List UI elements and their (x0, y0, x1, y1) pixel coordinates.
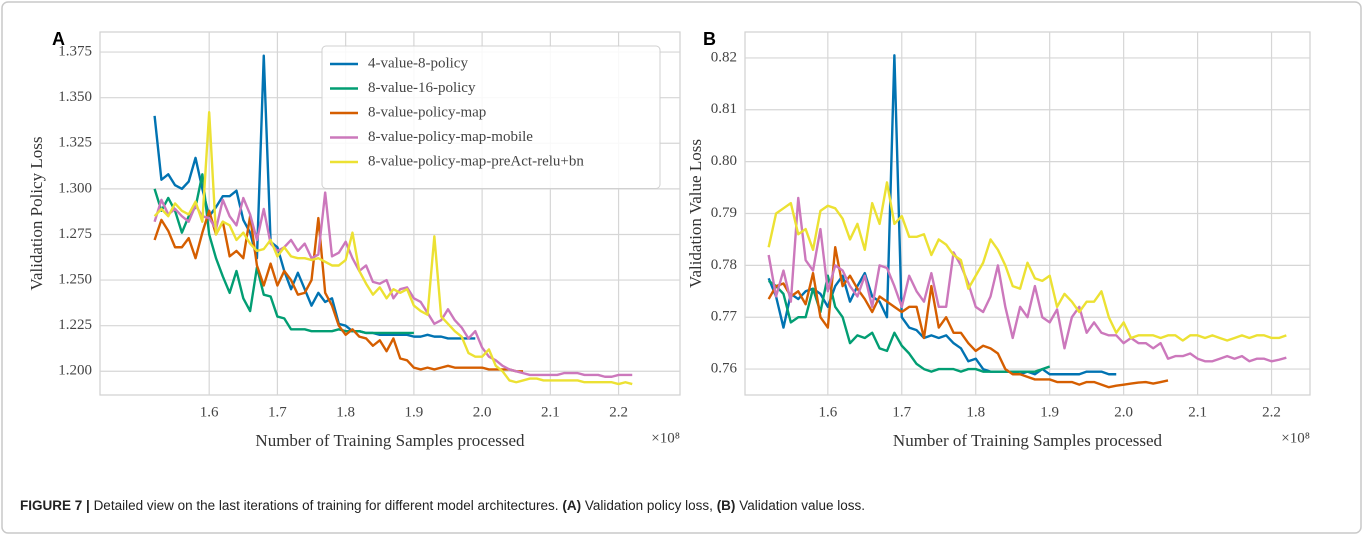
legend-label: 8-value-policy-map-preAct-relu+bn (368, 153, 584, 169)
legend-label: 8-value-policy-map (368, 104, 486, 120)
x-tick-label: 1.7 (892, 404, 911, 420)
caption: FIGURE 7 | Detailed view on the last ite… (20, 498, 865, 513)
y-tick-label: 1.250 (58, 272, 92, 288)
panel-label: B (703, 29, 716, 49)
caption-text: Detailed view on the last iterations of … (94, 498, 559, 513)
y-tick-label: 1.275 (58, 226, 92, 242)
y-tick-label: 1.200 (58, 363, 92, 379)
x-tick-label: 2.0 (1114, 404, 1133, 420)
y-tick-label: 1.375 (58, 44, 92, 60)
x-tick-label: 2.2 (1262, 404, 1281, 420)
legend-label: 4-value-8-policy (368, 55, 468, 71)
y-tick-label: 0.79 (711, 205, 737, 221)
legend-box (321, 45, 661, 189)
caption-ref: (B) (717, 498, 736, 513)
series-line (153, 191, 633, 378)
caption-ref: (A) (562, 498, 581, 513)
caption-text: Validation policy loss, (585, 498, 713, 513)
series-line (767, 181, 1287, 342)
x-tick-label: 1.7 (268, 404, 287, 420)
y-tick-label: 0.77 (711, 309, 738, 325)
y-tick-label: 0.80 (711, 153, 737, 169)
x-tick-label: 1.6 (200, 404, 219, 420)
series-line (153, 111, 633, 386)
caption-label: FIGURE 7 | (20, 498, 90, 513)
y-tick-label: 0.78 (711, 257, 737, 273)
x-tick-label: 1.8 (336, 404, 355, 420)
series-line (767, 54, 1117, 376)
x-axis-label: Number of Training Samples processed (893, 431, 1163, 450)
series-line (153, 173, 414, 335)
x-tick-label: 2.1 (1188, 404, 1207, 420)
x-tick-label: 1.6 (818, 404, 837, 420)
y-axis-label: Validation Value Loss (686, 139, 705, 288)
caption-text: Validation value loss. (739, 498, 865, 513)
x-tick-label: 1.9 (405, 404, 424, 420)
y-tick-label: 1.325 (58, 135, 92, 151)
y-axis-label: Validation Policy Loss (27, 137, 46, 291)
legend-label: 8-value-policy-map-mobile (368, 129, 533, 145)
legend-label: 8-value-16-policy (368, 80, 476, 96)
x-tick-label: 2.2 (609, 404, 628, 420)
series-line (767, 196, 1287, 363)
y-tick-label: 1.300 (58, 180, 92, 196)
series-line (767, 246, 1169, 389)
x-multiplier: ×10⁸ (1281, 430, 1310, 446)
x-tick-label: 1.8 (966, 404, 985, 420)
x-multiplier: ×10⁸ (651, 430, 680, 446)
panel-label: A (52, 29, 65, 49)
y-tick-label: 0.76 (711, 361, 738, 377)
x-tick-label: 2.0 (473, 404, 492, 420)
y-tick-label: 1.225 (58, 317, 92, 333)
y-tick-label: 1.350 (58, 89, 92, 105)
x-tick-label: 2.1 (541, 404, 560, 420)
x-axis-label: Number of Training Samples processed (255, 431, 525, 450)
x-tick-label: 1.9 (1040, 404, 1059, 420)
y-tick-label: 0.82 (711, 49, 737, 65)
y-tick-label: 0.81 (711, 101, 737, 117)
series-line (767, 274, 1051, 373)
